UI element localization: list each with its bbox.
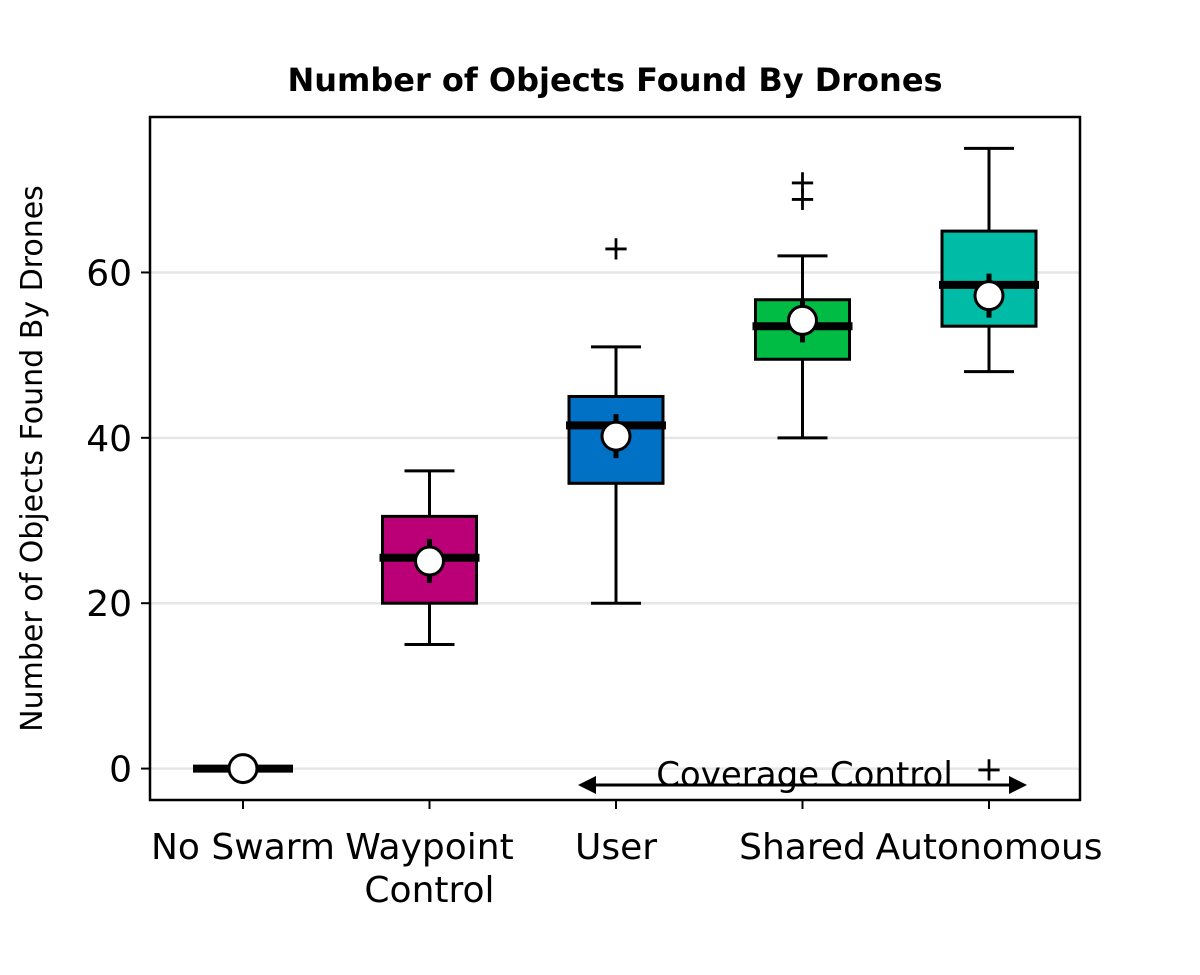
- annotation-arrowhead-left: [578, 776, 596, 794]
- mean-marker: [600, 420, 632, 452]
- x-tick-label: Waypoint Control: [345, 827, 513, 911]
- x-tick-label-line: Autonomous: [875, 827, 1102, 868]
- x-tick-label: No Swarm: [151, 827, 335, 868]
- coverage-annotation: Coverage Control: [578, 755, 1027, 795]
- y-axis-label: Number of Objects Found By Drones: [15, 185, 50, 732]
- mean-marker: [973, 280, 1005, 312]
- mean-marker: [227, 753, 259, 785]
- annotation-arrowhead-right: [1009, 776, 1027, 794]
- box-group: ++: [752, 162, 853, 440]
- y-tick-label: 40: [86, 419, 132, 460]
- box-series: ++++: [193, 146, 1039, 790]
- x-tick-label-line: User: [575, 827, 657, 868]
- outlier-marker: +: [975, 750, 1004, 790]
- x-tick-label: Autonomous: [875, 827, 1102, 868]
- x-tick-label: Shared: [739, 827, 866, 868]
- x-tick-label-line: Control: [364, 870, 494, 911]
- y-tick-label: 60: [86, 253, 132, 294]
- y-tick-label: 20: [86, 584, 132, 625]
- box-group: +: [566, 229, 666, 605]
- outlier-marker: +: [788, 179, 817, 219]
- box-group: +: [939, 146, 1039, 790]
- mean-marker: [787, 304, 818, 336]
- x-tick-label-line: Shared: [739, 827, 866, 868]
- chart-title: Number of Objects Found By Drones: [287, 61, 942, 99]
- x-tick-label: User: [575, 827, 657, 868]
- x-tick-label-line: No Swarm: [151, 827, 335, 868]
- axes: 0 20 40 60 No Swarm Waypoint Control User Shared…: [86, 253, 1102, 911]
- annotation-label: Coverage Control: [656, 755, 953, 795]
- x-tick-label-line: Waypoint: [345, 827, 513, 868]
- box-group: [379, 469, 480, 647]
- mean-marker: [414, 545, 445, 577]
- y-tick-label: 0: [109, 750, 132, 791]
- box-group: [193, 753, 293, 785]
- outlier-marker: +: [602, 229, 631, 269]
- outlier-marker: +: [788, 162, 817, 202]
